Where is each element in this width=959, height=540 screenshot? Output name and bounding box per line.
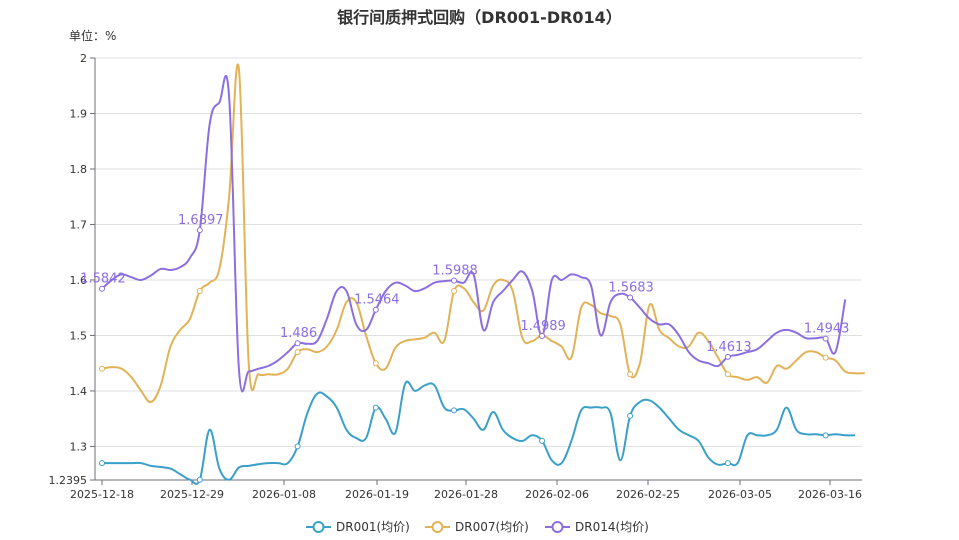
series-marker-0	[294, 443, 301, 450]
series-marker-1	[724, 371, 731, 378]
x-tick-label: 2026-01-08	[252, 488, 316, 501]
data-label: 1.5683	[608, 281, 654, 296]
data-label: 1.4943	[804, 322, 850, 337]
y-tick-label: 1.6	[70, 274, 88, 287]
x-tick-label: 2025-12-29	[160, 488, 224, 501]
y-tick-label: 1.7	[70, 218, 88, 231]
legend-marker-0	[312, 521, 325, 533]
series-marker-1	[451, 288, 458, 295]
data-label: 1.5464	[354, 293, 400, 308]
chart-title: 银行间质押式回购（DR001-DR014）	[337, 8, 622, 27]
series-marker-0	[196, 476, 203, 483]
y-tick-label: 1.2395	[49, 474, 88, 487]
series-marker-0	[822, 432, 829, 439]
series-marker-1	[99, 365, 105, 372]
series-marker-1	[196, 288, 203, 295]
series-marker-2	[451, 277, 458, 284]
series-marker-0	[724, 460, 731, 467]
data-label: 1.4613	[706, 340, 752, 355]
y-tick-label: 2	[80, 52, 87, 65]
y-tick-label: 1.8	[70, 163, 88, 176]
data-label: 1.486	[280, 326, 317, 341]
series-marker-2	[294, 340, 301, 347]
y-tick-label: 1.9	[70, 107, 88, 120]
x-tick-label: 2026-03-05	[708, 488, 772, 501]
data-label: 1.5842	[80, 272, 126, 287]
series-marker-0	[539, 437, 546, 444]
series-markers	[99, 227, 829, 483]
legend-marker-2	[551, 521, 564, 533]
series-marker-2	[372, 306, 379, 313]
axes: 1.2395 1.3 1.4 1.5 1.6 1.7 1.8 1.9 2 2025-12-18 20…	[49, 52, 862, 501]
x-tick-label: 2026-01-28	[434, 488, 498, 501]
series-marker-0	[451, 407, 458, 414]
series-marker-2	[196, 227, 203, 234]
series-marker-0	[372, 404, 379, 411]
y-tick-label: 1.4	[70, 385, 88, 398]
series-marker-1	[294, 349, 301, 356]
series-marker-2	[99, 285, 105, 292]
legend: DR001(均价) DR007(均价) DR014(均价)	[306, 520, 649, 534]
data-label: 1.4989	[520, 319, 566, 334]
series-line-1	[101, 63, 865, 404]
series-marker-1	[372, 360, 379, 367]
series-marker-2	[627, 294, 634, 301]
legend-label-1: DR007(均价)	[455, 520, 529, 534]
legend-marker-1	[431, 521, 444, 533]
series-line-0	[101, 380, 856, 485]
x-tick-label: 2026-02-25	[616, 488, 680, 501]
series-marker-1	[822, 354, 829, 361]
series-line-2	[101, 75, 847, 393]
y-tick-label: 1.3	[70, 440, 88, 453]
series-marker-0	[627, 412, 634, 419]
x-tick-label: 2025-12-18	[70, 488, 134, 501]
series-marker-2	[822, 335, 829, 342]
data-label: 1.5988	[432, 264, 478, 279]
x-tick-label: 2026-03-16	[798, 488, 862, 501]
series-lines	[101, 63, 865, 485]
series-marker-2	[539, 333, 546, 340]
data-label: 1.6897	[178, 213, 224, 228]
legend-label-0: DR001(均价)	[336, 520, 410, 534]
x-tick-label: 2026-02-06	[525, 488, 589, 501]
y-tick-label: 1.5	[70, 329, 88, 342]
unit-label: 单位：%	[69, 29, 117, 43]
legend-label-2: DR014(均价)	[575, 520, 649, 534]
series-marker-1	[627, 371, 634, 378]
series-marker-0	[99, 460, 105, 467]
x-tick-label: 2026-01-19	[345, 488, 409, 501]
series-marker-2	[724, 353, 731, 360]
data-labels: 1.5842 1.6897 1.486 1.5464 1.5988 1.4989 1.568…	[80, 213, 849, 355]
